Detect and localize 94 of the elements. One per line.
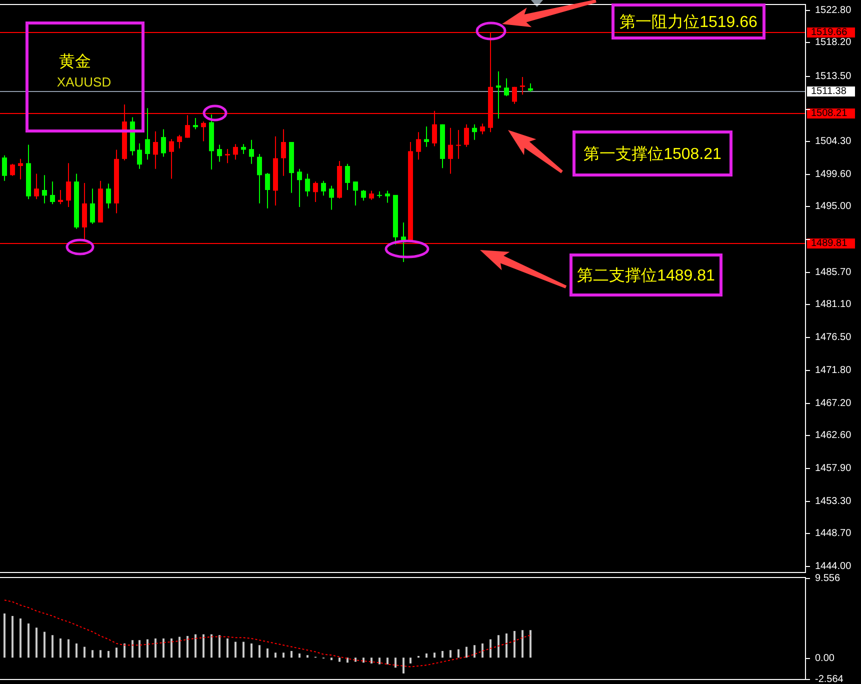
- bar: [234, 642, 236, 658]
- bar: [458, 649, 460, 658]
- bar: [76, 643, 78, 658]
- y-tick-label: 1467.20: [815, 398, 852, 409]
- y-tick-label: -2.564: [815, 674, 844, 684]
- bar: [242, 642, 244, 658]
- bar: [338, 658, 340, 662]
- ref-line-label: 1519.66: [811, 27, 848, 38]
- bar: [210, 634, 212, 658]
- bar: [170, 638, 172, 658]
- bar: [258, 645, 260, 658]
- bar: [530, 630, 532, 658]
- bar: [44, 632, 46, 658]
- annotation: 第一阻力位1519.66: [612, 4, 766, 40]
- bar: [282, 652, 284, 658]
- y-tick-label: 1444.00: [815, 561, 852, 572]
- bar: [124, 643, 126, 658]
- bar: [274, 652, 276, 658]
- bar: [194, 634, 196, 658]
- bar: [266, 648, 268, 658]
- bar: [410, 658, 412, 664]
- bar: [514, 630, 516, 658]
- bar: [154, 638, 156, 658]
- y-tick-label: 1462.60: [815, 430, 852, 441]
- bar: [306, 655, 308, 658]
- annotation: 第二支撑位1489.81: [577, 266, 716, 284]
- bar: [20, 618, 22, 658]
- bar: [100, 650, 102, 658]
- bar: [132, 640, 134, 658]
- bar: [346, 658, 348, 663]
- bar: [482, 643, 484, 658]
- y-tick-label: 1499.60: [815, 169, 852, 180]
- bar: [178, 636, 180, 658]
- bar: [290, 650, 292, 658]
- ref-line-label: 1508.21: [811, 108, 848, 119]
- bar: [218, 635, 220, 658]
- bar: [474, 645, 476, 658]
- bar: [362, 658, 364, 663]
- bar: [386, 658, 388, 664]
- y-tick-label: 1448.70: [815, 528, 852, 539]
- bar: [506, 633, 508, 658]
- bar: [84, 646, 86, 658]
- bar: [354, 658, 356, 662]
- bar: [36, 628, 38, 658]
- bar: [28, 623, 30, 658]
- bar: [52, 635, 54, 658]
- bar: [186, 636, 188, 658]
- annotation: 第一阻力位1519.66: [620, 13, 758, 31]
- bar: [226, 638, 228, 658]
- bar: [92, 650, 94, 658]
- bar: [402, 658, 404, 674]
- y-tick-label: 1504.30: [815, 136, 852, 147]
- bar: [250, 643, 252, 658]
- y-tick-label: 0.00: [815, 653, 835, 664]
- ref-line-label: 1489.81: [811, 238, 848, 249]
- y-tick-label: 1471.80: [815, 365, 852, 376]
- y-tick-label: 9.556: [815, 573, 840, 584]
- bar: [138, 640, 140, 658]
- bar: [450, 650, 452, 658]
- annotation: 第一支撑位1508.21: [572, 130, 732, 176]
- y-tick-label: 1476.50: [815, 332, 852, 343]
- y-tick-label: 1522.80: [815, 5, 852, 16]
- annotation: 第二支撑位1489.81: [570, 254, 722, 296]
- bar: [490, 639, 492, 658]
- bar: [330, 658, 332, 660]
- ref-line-label: 1511.38: [811, 86, 847, 97]
- bar: [162, 638, 164, 658]
- bar: [522, 630, 524, 658]
- bar: [378, 658, 380, 664]
- y-tick-label: 1518.20: [815, 37, 852, 48]
- bar: [434, 652, 436, 658]
- bar: [146, 639, 148, 658]
- bar: [202, 634, 204, 658]
- bar: [442, 650, 444, 658]
- y-tick-label: 1485.70: [815, 267, 852, 278]
- bar: [108, 650, 110, 658]
- bar: [394, 658, 396, 668]
- bar: [68, 639, 70, 658]
- bar: [466, 646, 468, 658]
- title-box: 黄金 XAUUSD: [26, 22, 144, 132]
- bar: [370, 658, 372, 664]
- bar: [298, 653, 300, 658]
- y-tick-label: 1513.50: [815, 71, 852, 82]
- annotation: 第一支撑位1508.21: [584, 145, 722, 163]
- bar: [498, 635, 500, 658]
- bar: [12, 616, 14, 658]
- bar: [4, 613, 6, 658]
- bar: [426, 653, 428, 658]
- y-tick-label: 1457.90: [815, 463, 852, 474]
- y-tick-label: 1495.00: [815, 201, 852, 212]
- y-tick-label: 1453.30: [815, 496, 852, 507]
- y-tick-label: 1481.10: [815, 299, 852, 310]
- bar: [60, 638, 62, 658]
- bar: [116, 648, 118, 658]
